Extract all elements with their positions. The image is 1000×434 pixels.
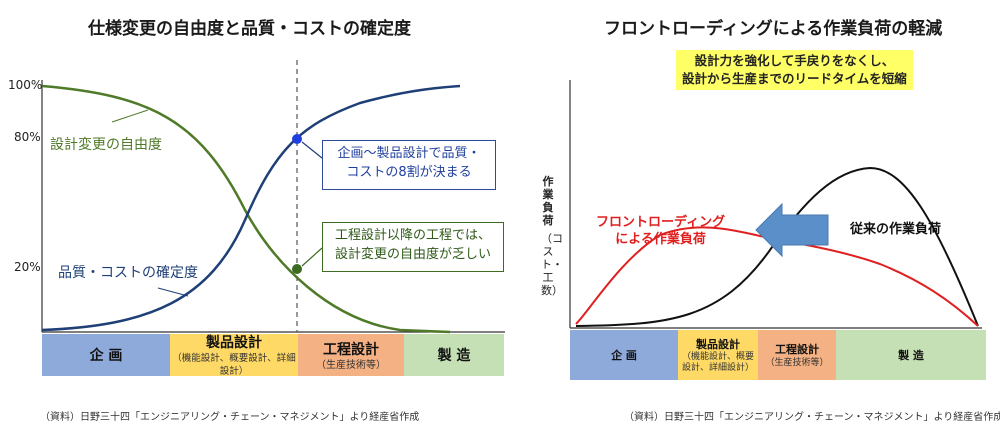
right-stage-process-design-label: 工程設計 (775, 342, 819, 356)
y-tick-100: 100% (8, 78, 43, 92)
callout2-leader (301, 247, 323, 267)
callout-quality-80: 企画～製品設計で品質・ コストの8割が決まる (322, 140, 496, 190)
right-stage-planning: 企 画 (570, 330, 678, 380)
freedom-label-leader (111, 109, 149, 123)
left-source-caption: （資料）日野三十四「エンジニアリング・チェーン・マネジメント」より経産省作成 (40, 412, 420, 423)
conventional-series-label: 従来の作業負荷 (850, 222, 942, 237)
left-title: 仕様変更の自由度と品質・コストの確定度 (88, 19, 411, 39)
right-stage-manufacturing-label: 製 造 (898, 349, 924, 362)
left-stage-manufacturing-label: 製 造 (437, 348, 471, 364)
callout-freedom-low: 工程設計以降の工程では、 設計変更の自由度が乏しい (322, 222, 504, 272)
y-tick-80: 80% (14, 130, 41, 144)
right-subtitle-line1: 設計力を強化して手戻りをなくし、 (694, 53, 895, 68)
quality-curve (41, 84, 461, 332)
shift-left-arrow (755, 202, 829, 258)
right-y-label-main: 作業負荷 (542, 175, 554, 227)
right-subtitle-line2: 設計から生産までのリードタイムを短縮 (682, 71, 907, 86)
callout-quality-line1: 企画～製品設計で品質・ (337, 146, 481, 161)
left-stage-process-design: 工程設計 （生産技術等） (298, 334, 404, 376)
quality-label-leader (157, 287, 189, 297)
quality-series-label: 品質・コストの確定度 (58, 265, 198, 281)
right-stage-manufacturing: 製 造 (836, 330, 986, 380)
front-loading-label-line1: フロントローディング (596, 215, 726, 230)
left-stage-planning: 企 画 (42, 334, 170, 376)
left-stage-manufacturing: 製 造 (404, 334, 504, 376)
callout-freedom-line2: 設計変更の自由度が乏しい (334, 247, 491, 262)
freedom-series-label: 設計変更の自由度 (50, 137, 162, 153)
left-stage-planning-label: 企 画 (89, 348, 123, 364)
left-curves-chart (41, 60, 505, 334)
right-stage-process-design-sub: （生産技術等） (765, 357, 829, 368)
callout1-leader (301, 141, 323, 159)
y-tick-20: 20% (14, 260, 41, 274)
right-stage-process-design: 工程設計 （生産技術等） (758, 330, 836, 380)
front-loading-series-label: フロントローディング による作業負荷 (596, 214, 725, 248)
conventional-load-curve (575, 166, 979, 327)
right-subtitle-box: 設計力を強化して手戻りをなくし、 設計から生産までのリードタイムを短縮 (676, 50, 913, 90)
left-stage-product-design-sub: （機能設計、概要設計、詳細設計） (172, 353, 296, 377)
right-load-chart (569, 80, 982, 329)
left-stage-process-design-sub: （生産技術等） (316, 359, 386, 371)
right-title: フロントローディングによる作業負荷の軽減 (604, 19, 943, 39)
front-loading-label-line2: による作業負荷 (615, 232, 706, 247)
front-loading-load-curve (575, 226, 979, 327)
left-stage-product-design-label: 製品設計 (206, 335, 262, 351)
right-source-caption: （資料）日野三十四「エンジニアリング・チェーン・マネジメント」より経産省作成 (624, 412, 1000, 423)
quality-80-marker (292, 134, 302, 144)
freedom-20-marker (292, 264, 302, 274)
right-stage-product-design-sub: （機能設計、概要設計、詳細設計） (681, 352, 754, 373)
left-stage-process-design-label: 工程設計 (323, 341, 379, 358)
freedom-curve (41, 84, 451, 334)
callout-freedom-line1: 工程設計以降の工程では、 (334, 228, 491, 243)
callout-quality-line2: コストの8割が決まる (346, 165, 472, 180)
right-stage-planning-label: 企 画 (611, 349, 637, 362)
right-stage-product-design: 製品設計 （機能設計、概要設計、詳細設計） (678, 330, 758, 380)
left-stage-product-design: 製品設計 （機能設計、概要設計、詳細設計） (170, 334, 298, 377)
right-stage-product-design-label: 製品設計 (696, 338, 740, 351)
